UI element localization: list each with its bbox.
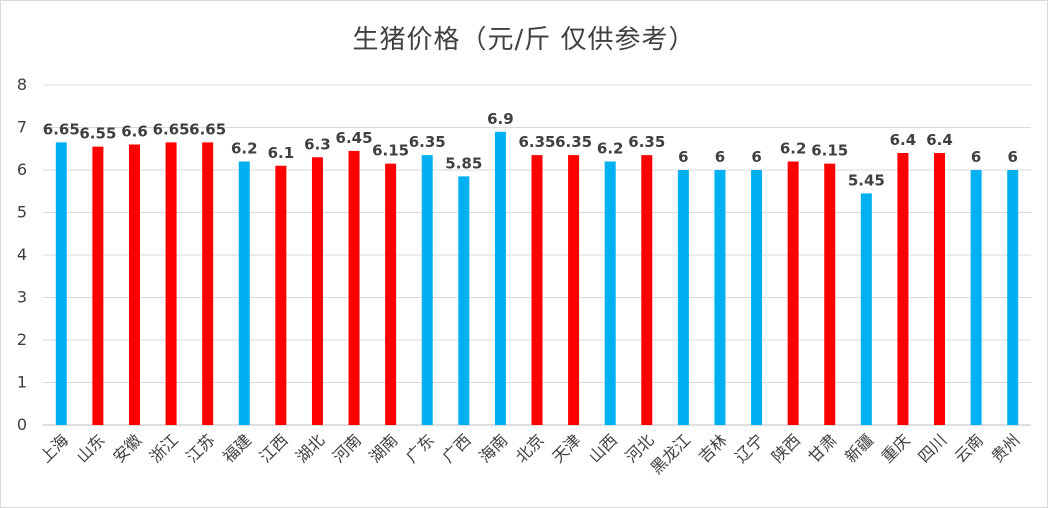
data-label: 6.2	[597, 140, 624, 158]
bar-20	[787, 161, 799, 425]
category-label: 广西	[439, 430, 475, 466]
y-tick-label: 4	[17, 245, 27, 264]
category-label: 天津	[548, 430, 584, 466]
category-label: 浙江	[146, 430, 182, 466]
bar-26	[1007, 170, 1019, 425]
bar-15	[604, 161, 616, 425]
data-label: 6.15	[372, 142, 409, 160]
data-label: 6	[751, 148, 761, 166]
bar-5	[238, 161, 250, 425]
category-label: 贵州	[987, 430, 1023, 466]
data-label: 6.4	[926, 131, 953, 149]
category-label: 黑龙江	[647, 430, 694, 477]
data-label: 6.35	[628, 133, 665, 151]
data-label: 6.45	[336, 129, 373, 147]
y-tick-label: 8	[17, 75, 27, 94]
bar-16	[641, 155, 653, 425]
category-label: 吉林	[695, 430, 731, 466]
y-tick-label: 5	[17, 203, 27, 222]
data-label: 6.1	[268, 144, 295, 162]
category-label: 江西	[256, 430, 292, 466]
bar-23	[897, 153, 909, 425]
category-label: 云南	[951, 430, 987, 466]
bar-25	[970, 170, 982, 425]
data-label: 6.35	[555, 133, 592, 151]
data-label: 6.55	[79, 125, 116, 143]
bar-11	[458, 176, 470, 425]
category-label: 陕西	[768, 430, 804, 466]
bar-14	[568, 155, 580, 425]
category-label: 山东	[73, 430, 109, 466]
category-label: 海南	[475, 430, 511, 466]
data-label: 6.6	[121, 123, 148, 141]
data-label: 6.15	[811, 142, 848, 160]
data-label: 6	[678, 148, 688, 166]
y-tick-label: 1	[17, 373, 27, 392]
category-label: 山西	[585, 430, 621, 466]
bar-19	[751, 170, 763, 425]
bar-3	[165, 142, 177, 425]
y-tick-label: 3	[17, 288, 27, 307]
bar-7	[311, 157, 323, 425]
category-label: 湖南	[365, 430, 401, 466]
data-label: 6.65	[189, 120, 226, 138]
category-label: 北京	[512, 430, 548, 466]
y-tick-label: 0	[17, 415, 27, 434]
category-label: 河南	[329, 430, 365, 466]
bar-13	[531, 155, 543, 425]
category-label: 上海	[36, 430, 72, 466]
data-label: 6.65	[43, 120, 80, 138]
data-label: 6.65	[153, 120, 190, 138]
data-label: 5.45	[848, 171, 885, 189]
category-label: 安徽	[109, 430, 145, 466]
bar-6	[275, 165, 287, 425]
bar-24	[934, 153, 946, 425]
category-label: 重庆	[878, 430, 914, 466]
category-label: 四川	[914, 430, 950, 466]
chart-title: 生猪价格（元/斤 仅供参考）	[352, 25, 696, 55]
y-tick-label: 6	[17, 160, 27, 179]
bar-1	[92, 146, 104, 425]
data-label: 6.3	[304, 135, 331, 153]
y-tick-label: 7	[17, 118, 27, 137]
data-label: 6.2	[231, 140, 258, 158]
data-label: 6.2	[780, 140, 807, 158]
category-label: 甘肃	[804, 430, 840, 466]
data-label: 6	[715, 148, 725, 166]
category-label: 广东	[402, 430, 438, 466]
bar-21	[824, 163, 836, 425]
bar-10	[421, 155, 433, 425]
category-label: 福建	[219, 430, 255, 466]
data-label: 6.35	[518, 133, 555, 151]
category-label: 新疆	[841, 430, 877, 466]
bar-2	[128, 144, 140, 425]
bar-22	[860, 193, 872, 425]
bar-12	[494, 131, 506, 425]
bar-17	[677, 170, 689, 425]
data-label: 6.35	[409, 133, 446, 151]
data-label: 6	[971, 148, 981, 166]
data-label: 6.9	[487, 110, 514, 128]
bar-18	[714, 170, 726, 425]
category-label: 辽宁	[731, 430, 767, 466]
bar-9	[385, 163, 397, 425]
y-tick-label: 2	[17, 330, 27, 349]
category-label: 湖北	[292, 430, 328, 466]
data-label: 6.4	[890, 131, 917, 149]
bar-4	[202, 142, 214, 425]
bar-8	[348, 150, 360, 425]
data-label: 5.85	[445, 154, 482, 172]
data-label: 6	[1007, 148, 1017, 166]
bar-0	[55, 142, 67, 425]
category-label: 江苏	[182, 430, 218, 466]
